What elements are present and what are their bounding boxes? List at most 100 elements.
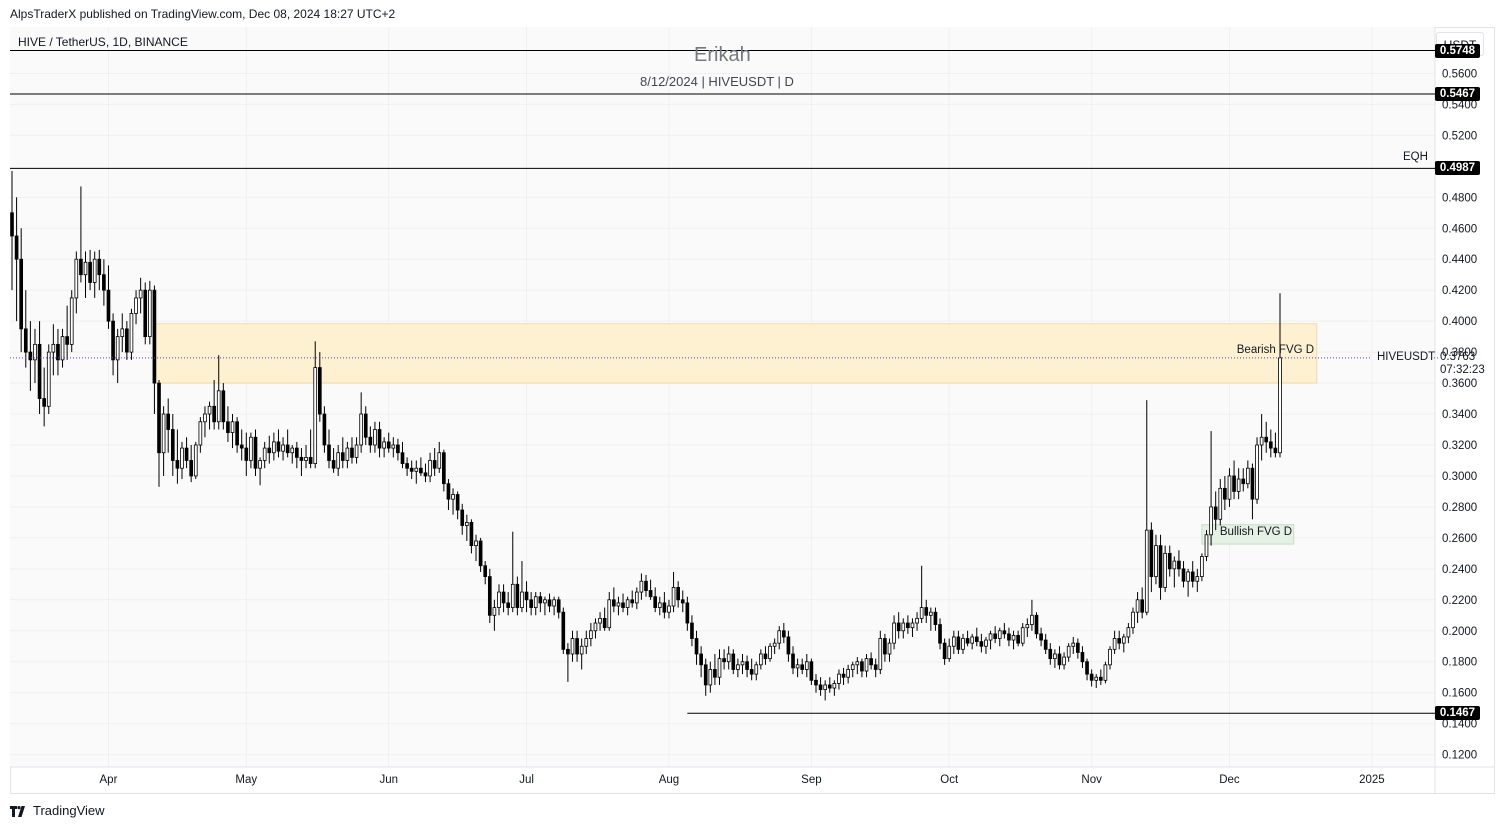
- candle: [432, 460, 437, 469]
- candle: [644, 580, 648, 591]
- candle: [850, 664, 855, 670]
- y-tick-label: 0.3600: [1442, 378, 1477, 390]
- bearish-fvg-zone[interactable]: [153, 323, 1318, 384]
- candle: [460, 509, 465, 526]
- candle: [561, 611, 566, 650]
- candle: [230, 421, 235, 434]
- candle: [892, 622, 896, 644]
- x-tick-label: Oct: [940, 774, 959, 786]
- y-tick-label: 0.4200: [1442, 285, 1477, 297]
- symbol-legend[interactable]: HIVE / TetherUS, 1D, BINANCE: [18, 35, 188, 49]
- candle: [1218, 487, 1223, 520]
- candle: [827, 684, 832, 689]
- candle: [455, 494, 460, 511]
- candle: [814, 679, 818, 686]
- candle: [1053, 653, 1057, 660]
- candle: [391, 444, 396, 449]
- candle: [543, 599, 547, 604]
- candle: [345, 447, 350, 461]
- candle: [713, 669, 717, 678]
- candle: [612, 599, 616, 607]
- footer-brand[interactable]: TradingView: [10, 803, 105, 818]
- candle: [28, 351, 33, 361]
- candle: [759, 653, 763, 666]
- candle: [359, 413, 363, 446]
- candle: [538, 596, 543, 604]
- candle: [373, 429, 377, 446]
- candle: [1190, 571, 1195, 582]
- candle: [901, 622, 906, 632]
- y-tick-label: 0.2000: [1442, 626, 1477, 638]
- candle: [1209, 506, 1213, 536]
- candle: [19, 258, 24, 330]
- bullish-fvg-label: Bullish FVG D: [1219, 525, 1293, 538]
- candle: [115, 336, 120, 361]
- candle: [749, 669, 754, 675]
- candle: [804, 661, 809, 670]
- candle: [1273, 447, 1278, 454]
- candle: [226, 421, 230, 434]
- watermark-text: Erikah: [694, 44, 751, 66]
- candle: [965, 638, 970, 644]
- candle: [823, 684, 827, 690]
- candle: [180, 447, 184, 469]
- candle: [703, 664, 708, 686]
- y-tick-label: 0.3000: [1442, 471, 1477, 483]
- candle: [919, 607, 924, 619]
- candle: [648, 590, 653, 598]
- candle: [207, 405, 212, 415]
- candle: [680, 599, 685, 604]
- candle: [745, 661, 749, 670]
- candle: [166, 413, 171, 430]
- candle: [777, 630, 782, 644]
- candle: [244, 447, 249, 461]
- candle: [754, 664, 759, 675]
- candle: [111, 320, 115, 361]
- publisher-line: AlpsTraderX published on TradingView.com…: [10, 7, 396, 21]
- candle: [239, 444, 244, 449]
- plot-area[interactable]: [10, 27, 1435, 767]
- x-tick-label: Aug: [659, 774, 679, 786]
- candle: [1204, 534, 1209, 557]
- candle: [768, 645, 772, 660]
- candle: [221, 390, 226, 423]
- candle: [423, 472, 428, 477]
- candle: [350, 447, 354, 458]
- candle: [1131, 611, 1135, 629]
- candle: [465, 521, 469, 526]
- candle: [1135, 599, 1140, 613]
- candle: [515, 583, 520, 608]
- candle: [428, 460, 432, 477]
- y-tick-label: 0.2800: [1442, 502, 1477, 514]
- bullish-fvg-zone[interactable]: [1201, 524, 1295, 545]
- candle: [203, 413, 207, 423]
- candle: [1066, 645, 1071, 658]
- candle: [442, 452, 446, 485]
- candle: [134, 297, 138, 314]
- candle: [120, 328, 125, 338]
- x-tick-label: May: [235, 774, 257, 786]
- candle: [267, 447, 272, 454]
- candle: [1195, 576, 1200, 582]
- candle: [924, 607, 929, 616]
- level-price-label: 0.1467: [1435, 706, 1480, 721]
- x-tick-label: Apr: [100, 774, 118, 786]
- x-tick-label: Sep: [801, 774, 821, 786]
- candle: [956, 636, 961, 650]
- candle: [722, 658, 726, 663]
- candle: [42, 398, 46, 407]
- candle: [625, 599, 630, 608]
- candle: [92, 258, 97, 283]
- candle: [630, 599, 635, 604]
- candle: [235, 421, 239, 446]
- candle: [726, 653, 731, 663]
- candle: [281, 444, 285, 452]
- candle: [1167, 552, 1172, 570]
- candle: [56, 343, 60, 361]
- candle: [579, 645, 584, 655]
- candle: [1246, 467, 1250, 485]
- candle: [1089, 673, 1094, 681]
- y-tick-label: 0.3400: [1442, 409, 1477, 421]
- candle: [340, 452, 345, 461]
